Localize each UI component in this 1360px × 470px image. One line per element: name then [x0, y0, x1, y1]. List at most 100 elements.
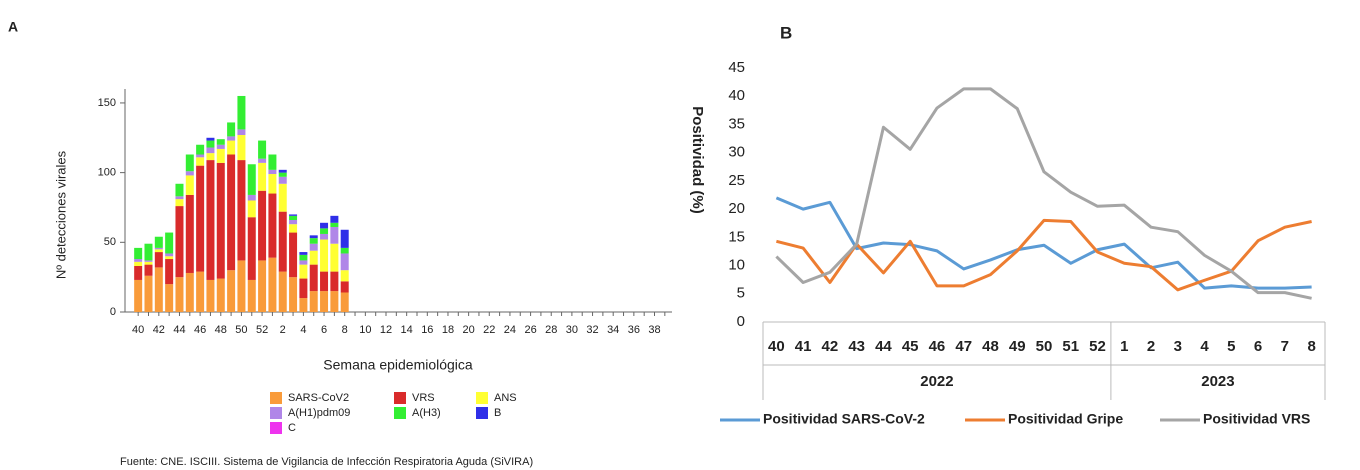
- bar-segment: [134, 261, 143, 267]
- bar-segment: [206, 160, 215, 280]
- bar-segment: [268, 257, 277, 312]
- bar-segment: [299, 252, 308, 255]
- bar-segment: [247, 194, 256, 201]
- legend-label: Positividad Gripe: [1008, 411, 1123, 427]
- bar-segment: [206, 153, 215, 161]
- bar-segment: [206, 147, 215, 154]
- bar-segment: [196, 144, 205, 155]
- bar-segment: [330, 271, 339, 292]
- x-tick-label: 14: [401, 324, 413, 336]
- bar-segment: [340, 229, 349, 248]
- x-tick-label: 26: [524, 324, 536, 336]
- bar-segment: [247, 200, 256, 218]
- x-tick-label: 42: [153, 324, 165, 336]
- x-tick-label: 47: [955, 338, 972, 355]
- bar-segment: [216, 144, 225, 149]
- y-axis-title: Nº detecciones virales: [53, 150, 68, 279]
- legend-swatch: [270, 422, 282, 434]
- line-series: [775, 196, 1312, 290]
- x-tick-label: 34: [607, 324, 619, 336]
- x-tick-label: 48: [215, 324, 227, 336]
- y-tick-label: 25: [728, 172, 745, 189]
- x-tick-label: 10: [359, 324, 371, 336]
- bar-segment: [185, 154, 194, 172]
- bar-segment: [299, 254, 308, 261]
- x-tick-label: 24: [504, 324, 516, 336]
- bar-segment: [278, 183, 287, 212]
- y-tick-label: 10: [728, 257, 745, 274]
- x-tick-label: 20: [463, 324, 475, 336]
- bar-segment: [340, 247, 349, 254]
- x-tick-label: 44: [875, 338, 892, 355]
- bar-segment: [320, 233, 329, 240]
- x-tick-label: 40: [768, 338, 785, 355]
- bar-segment: [165, 259, 174, 285]
- bar-segment: [320, 271, 329, 292]
- bar-segment: [320, 239, 329, 272]
- x-tick-label: 45: [902, 338, 919, 355]
- bar-segment: [330, 215, 339, 223]
- y-tick-label: 5: [737, 285, 745, 302]
- x-tick-label: 6: [1254, 338, 1262, 355]
- x-tick-label: 50: [1036, 338, 1053, 355]
- bar-segment: [185, 194, 194, 273]
- bar-segment: [247, 279, 256, 312]
- legend-label: B: [494, 407, 501, 419]
- bar-segment: [289, 224, 298, 233]
- bar-segment: [144, 264, 153, 276]
- x-tick-label: 22: [483, 324, 495, 336]
- y-tick-label: 20: [728, 200, 745, 217]
- bar-segment: [278, 169, 287, 173]
- y-tick-label: 15: [728, 228, 745, 245]
- legend-swatch: [394, 392, 406, 404]
- bar-segment: [175, 196, 184, 200]
- x-tick-label: 12: [380, 324, 392, 336]
- bar-segment: [237, 260, 246, 312]
- bar-segment: [237, 134, 246, 161]
- y-tick-label: 35: [728, 115, 745, 132]
- bar-segment: [216, 139, 225, 145]
- bar-segment: [247, 217, 256, 280]
- bar-segment: [299, 260, 308, 265]
- y-tick-label: 150: [98, 97, 116, 109]
- bar-segment: [134, 247, 143, 260]
- bar-segment: [206, 140, 215, 148]
- x-axis-title: Semana epidemiológica: [323, 357, 473, 373]
- bar-segment: [154, 249, 163, 253]
- bar-segment: [154, 252, 163, 268]
- bar-segment: [134, 266, 143, 280]
- bar-segment: [340, 270, 349, 282]
- x-tick-label: 7: [1281, 338, 1289, 355]
- bar-segment: [309, 250, 318, 265]
- x-tick-label: 4: [1200, 338, 1209, 355]
- bar-segment: [237, 95, 246, 130]
- y-tick-label: 0: [110, 306, 116, 318]
- x-tick-label: 4: [300, 324, 306, 336]
- y-tick-label: 40: [728, 87, 745, 104]
- bar-segment: [289, 215, 298, 221]
- x-tick-label: 40: [132, 324, 144, 336]
- legend-swatch: [394, 407, 406, 419]
- bar-segment: [299, 264, 308, 279]
- x-tick-label: 8: [1307, 338, 1315, 355]
- x-tick-label: 48: [982, 338, 999, 355]
- y-tick-label: 45: [728, 59, 745, 76]
- legend-label: C: [288, 422, 296, 434]
- bar-segment: [154, 247, 163, 250]
- bar-segment: [134, 259, 143, 262]
- bar-segment: [289, 232, 298, 278]
- bar-segment: [144, 261, 153, 265]
- legend-label: ANS: [494, 392, 517, 404]
- bar-segment: [320, 291, 329, 312]
- bar-segment: [258, 190, 267, 261]
- bar-segment: [258, 162, 267, 191]
- y-tick-label: 50: [104, 236, 116, 248]
- legend-swatch: [270, 407, 282, 419]
- bar-segment: [134, 279, 143, 312]
- bar-segment: [330, 226, 339, 244]
- bar-segment: [289, 220, 298, 225]
- bar-segment: [165, 232, 174, 254]
- y-tick-label: 30: [728, 144, 745, 161]
- x-tick-label: 46: [929, 338, 946, 355]
- bar-segment: [196, 157, 205, 166]
